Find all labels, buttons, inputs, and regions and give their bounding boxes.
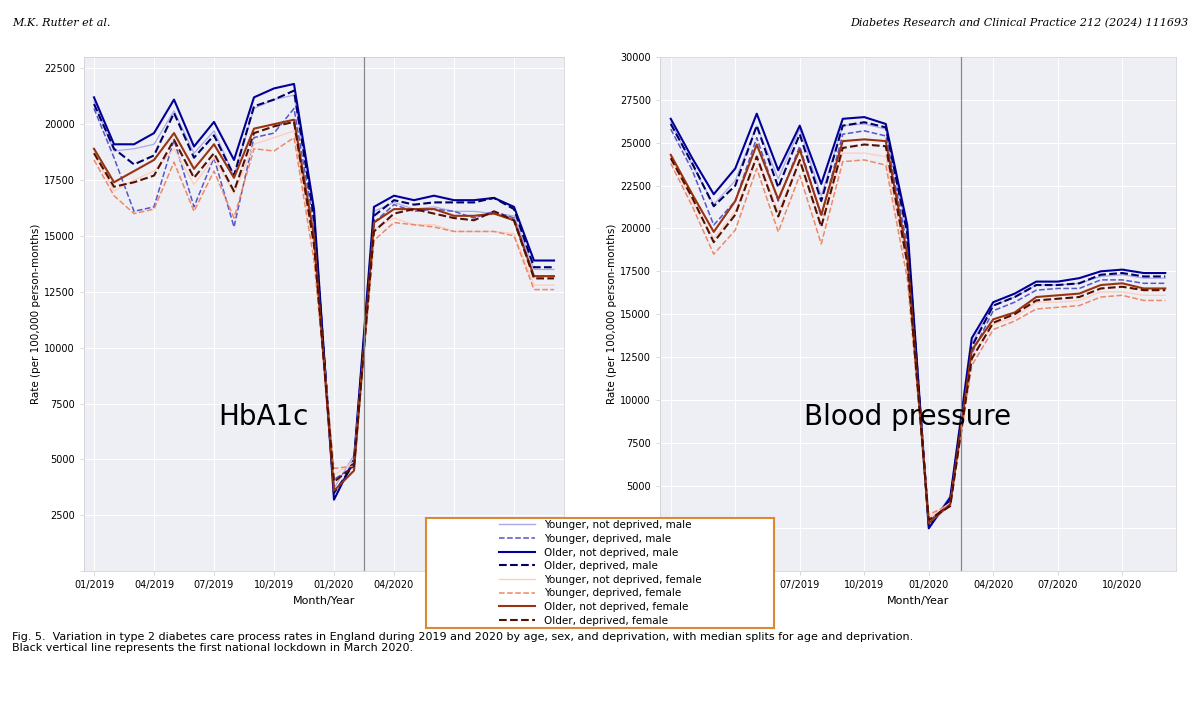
Y-axis label: Rate (per 100,000 person-months): Rate (per 100,000 person-months) <box>607 224 617 404</box>
Y-axis label: Rate (per 100,000 person-months): Rate (per 100,000 person-months) <box>31 224 41 404</box>
X-axis label: Month/Year: Month/Year <box>887 595 949 605</box>
Text: HbA1c: HbA1c <box>218 403 308 431</box>
Text: M.K. Rutter et al.: M.K. Rutter et al. <box>12 18 110 28</box>
Text: Blood pressure: Blood pressure <box>804 403 1012 431</box>
Legend: Younger, not deprived, male, Younger, deprived, male, Older, not deprived, male,: Younger, not deprived, male, Younger, de… <box>496 517 704 629</box>
X-axis label: Month/Year: Month/Year <box>293 595 355 605</box>
Text: Fig. 5.  Variation in type 2 diabetes care process rates in England during 2019 : Fig. 5. Variation in type 2 diabetes car… <box>12 632 913 653</box>
Text: Diabetes Research and Clinical Practice 212 (2024) 111693: Diabetes Research and Clinical Practice … <box>850 18 1188 28</box>
